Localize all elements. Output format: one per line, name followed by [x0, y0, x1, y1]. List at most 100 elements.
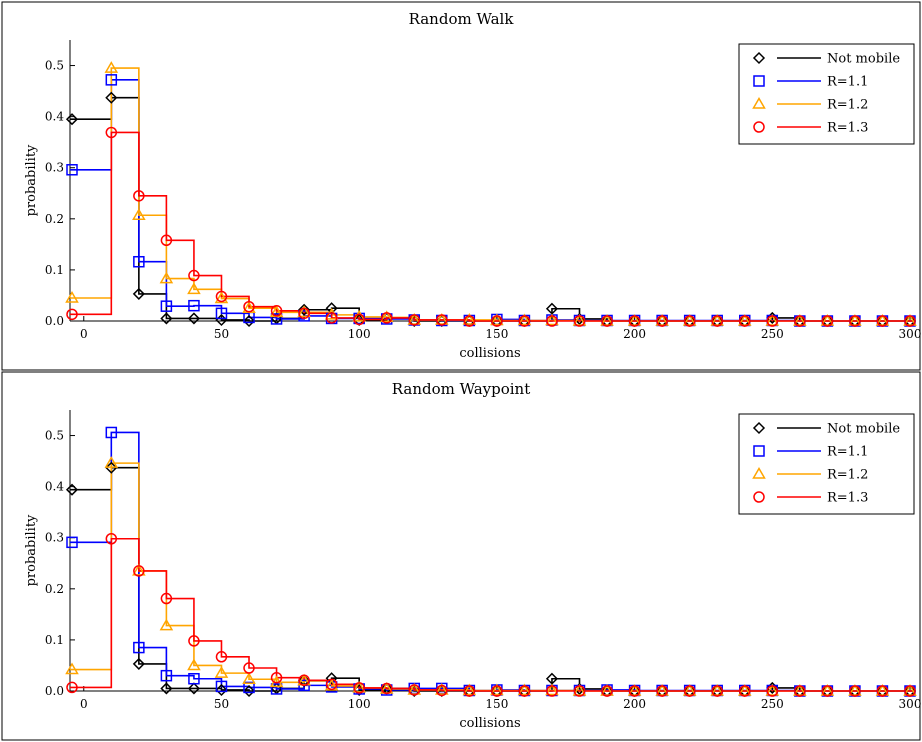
- data-point: [380, 682, 393, 695]
- data-point: [682, 314, 697, 326]
- legend-entry: R=1.2: [827, 468, 868, 483]
- x-tick-label: 0: [80, 697, 88, 711]
- legend-entry: R=1.3: [827, 491, 868, 506]
- data-point: [242, 314, 256, 328]
- y-tick-label: 0.4: [45, 480, 64, 494]
- data-point: [298, 303, 311, 316]
- data-point: [353, 682, 365, 694]
- data-point: [600, 314, 614, 326]
- data-point: [270, 671, 283, 684]
- data-point: [66, 164, 78, 176]
- x-tick-label: 50: [214, 697, 229, 711]
- data-point: [876, 685, 889, 697]
- legend-frame: [738, 413, 915, 515]
- data-point: [65, 291, 79, 303]
- data-point: [133, 565, 145, 577]
- data-point: [325, 678, 338, 691]
- legend-entry: R=1.2: [827, 98, 868, 113]
- data-point: [710, 684, 725, 696]
- data-point: [737, 314, 752, 326]
- data-point: [683, 685, 696, 697]
- y-tick-label: 0.4: [45, 110, 64, 124]
- data-point: [491, 685, 503, 697]
- data-point: [215, 651, 228, 663]
- x-tick-label: 200: [623, 327, 646, 341]
- y-axis-label: probability: [24, 514, 39, 586]
- data-point: [160, 592, 173, 605]
- data-point: [436, 314, 448, 326]
- data-point: [765, 314, 780, 326]
- data-point: [848, 684, 862, 696]
- x-tick-label: 150: [485, 327, 508, 341]
- data-point: [765, 684, 780, 696]
- data-point: [325, 312, 338, 324]
- x-axis-label: collisions: [459, 346, 520, 361]
- data-point: [628, 685, 641, 697]
- data-point: [766, 685, 779, 697]
- legend-entry: Not mobile: [827, 52, 900, 67]
- data-point: [545, 683, 559, 696]
- data-point: [462, 312, 477, 325]
- data-point: [435, 682, 449, 695]
- data-point: [601, 315, 613, 327]
- data-point: [160, 669, 173, 682]
- data-point: [904, 315, 916, 327]
- y-tick-label: 0.2: [45, 212, 64, 226]
- data-point: [408, 684, 421, 696]
- data-point: [573, 685, 586, 697]
- data-point: [517, 313, 532, 326]
- data-point: [132, 563, 146, 576]
- data-point: [518, 315, 531, 327]
- data-point: [546, 315, 558, 327]
- data-point: [105, 532, 118, 545]
- data-point: [766, 311, 779, 324]
- x-tick-label: 300: [899, 697, 922, 711]
- data-point: [105, 126, 118, 139]
- x-tick-label: 100: [348, 697, 371, 711]
- data-point: [270, 313, 283, 325]
- data-point: [737, 684, 752, 696]
- data-point: [243, 300, 255, 313]
- data-point: [904, 685, 916, 697]
- data-point: [215, 680, 228, 693]
- data-point: [242, 672, 256, 684]
- data-point: [753, 121, 765, 133]
- data-point: [159, 271, 174, 284]
- data-point: [105, 74, 118, 86]
- data-point: [187, 312, 200, 325]
- data-point: [711, 315, 723, 327]
- legend-frame: [738, 43, 915, 145]
- data-point: [752, 467, 766, 479]
- data-point: [132, 657, 145, 670]
- data-point: [711, 685, 723, 697]
- data-point: [352, 680, 366, 693]
- data-point: [903, 684, 917, 696]
- x-axis-label: collisions: [459, 716, 520, 731]
- x-tick-label: 200: [623, 697, 646, 711]
- data-point: [353, 313, 365, 326]
- y-tick-label: 0.3: [45, 161, 64, 175]
- y-tick-label: 0.1: [45, 263, 64, 277]
- data-point: [463, 685, 476, 697]
- data-point: [820, 684, 835, 696]
- x-tick-label: 100: [348, 327, 371, 341]
- x-tick-label: 250: [761, 697, 784, 711]
- data-point: [188, 635, 200, 647]
- x-tick-label: 50: [214, 327, 229, 341]
- data-point: [66, 308, 78, 321]
- data-point: [242, 684, 256, 698]
- data-point: [794, 315, 806, 327]
- data-point: [243, 681, 255, 694]
- data-point: [188, 672, 200, 685]
- data-point: [655, 684, 669, 696]
- y-tick-label: 0.2: [45, 582, 64, 596]
- data-point: [105, 426, 118, 439]
- data-point: [435, 312, 449, 325]
- data-point: [188, 299, 200, 312]
- data-point: [160, 682, 173, 695]
- data-point: [517, 683, 532, 696]
- data-point: [215, 307, 228, 320]
- x-tick-label: 300: [899, 327, 922, 341]
- data-point: [187, 682, 200, 695]
